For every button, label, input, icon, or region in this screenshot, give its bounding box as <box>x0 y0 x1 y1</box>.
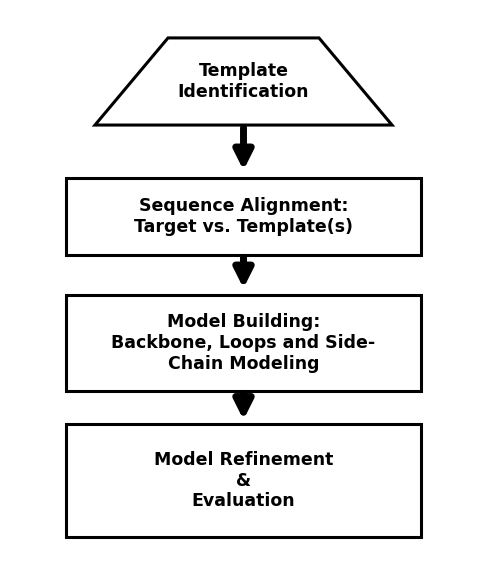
Bar <box>66 424 421 537</box>
Polygon shape <box>95 38 392 125</box>
Text: Sequence Alignment:
Target vs. Template(s): Sequence Alignment: Target vs. Template(… <box>134 197 353 236</box>
Bar <box>66 178 421 255</box>
Text: Template
Identification: Template Identification <box>178 62 309 101</box>
Text: Model Refinement
&
Evaluation: Model Refinement & Evaluation <box>154 451 333 510</box>
Bar <box>66 295 421 391</box>
Text: Model Building:
Backbone, Loops and Side-
Chain Modeling: Model Building: Backbone, Loops and Side… <box>112 313 375 373</box>
